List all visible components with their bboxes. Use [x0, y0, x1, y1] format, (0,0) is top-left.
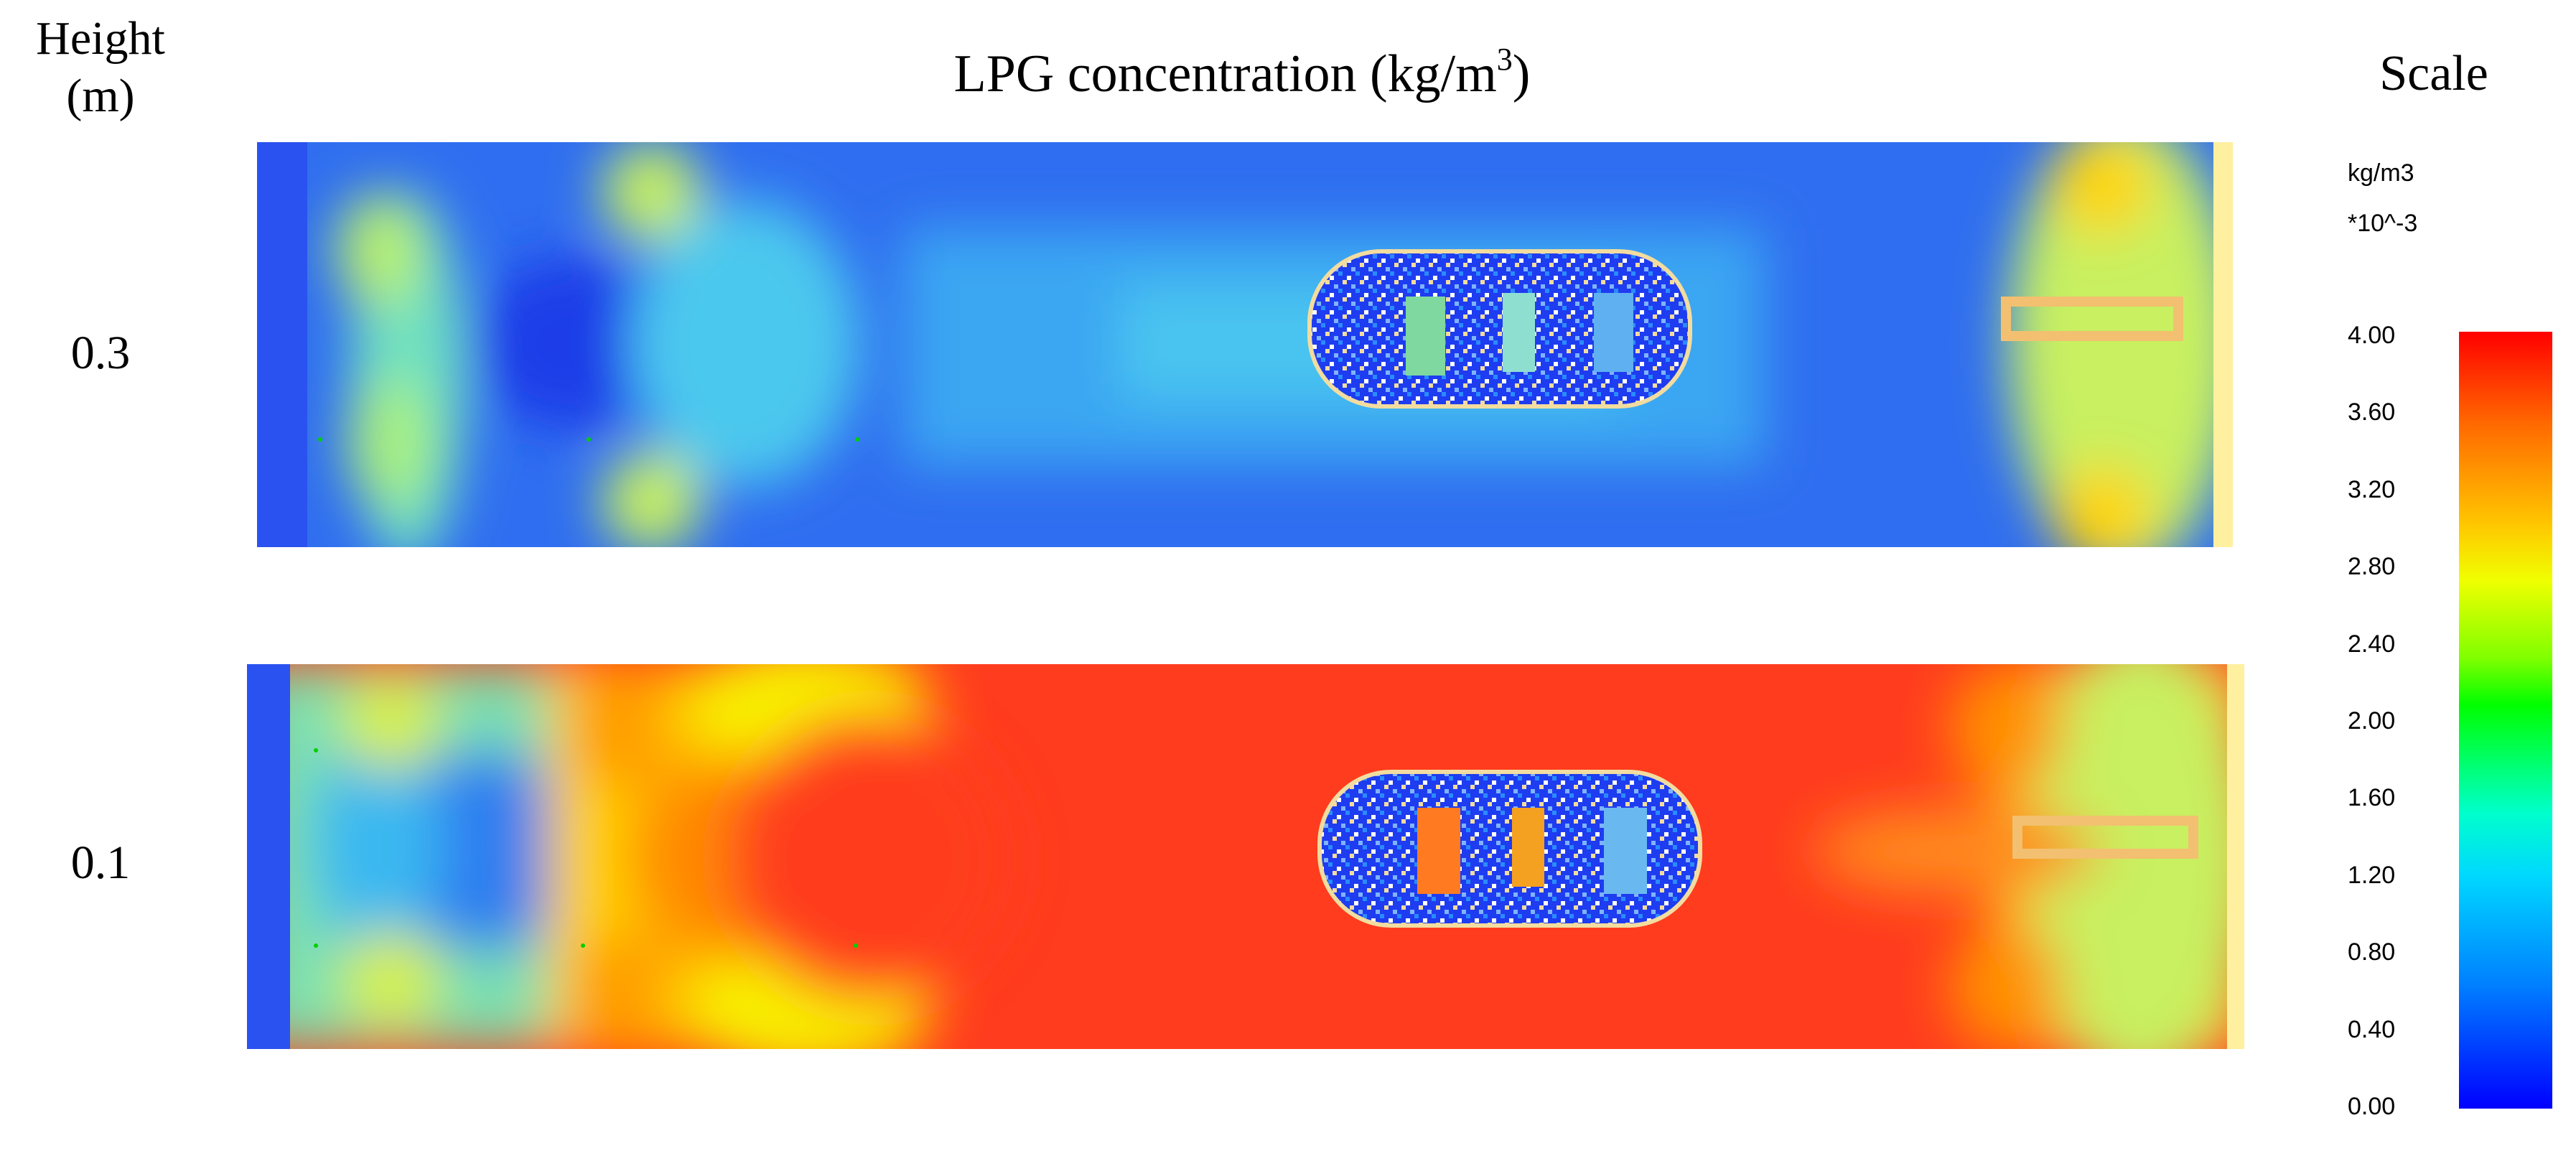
vehicle-window-top-1 [1406, 297, 1445, 376]
heatmap-panel-bottom [247, 664, 2244, 1049]
sensor-marker [855, 437, 859, 442]
colorbar-tick-label: 2.40 [2348, 630, 2396, 658]
sensor-marker [581, 943, 585, 948]
vehicle-window-bottom-1 [1417, 808, 1460, 894]
title-superscript: 3 [1496, 42, 1513, 77]
scale-header: Scale [2379, 46, 2488, 101]
height-axis-header: Height (m) [36, 12, 165, 122]
vent-outlet-top [2001, 297, 2183, 341]
vehicle-window-top-3 [1594, 293, 1633, 372]
vent-outlet-bottom [2012, 816, 2198, 859]
colorbar-multiplier: *10^-3 [2348, 210, 2418, 237]
heatmap-svg-top [257, 142, 2233, 547]
vehicle-window-bottom-3 [1604, 808, 1647, 894]
left-wall-top [257, 142, 307, 547]
colorbar-tick-label: 1.60 [2348, 784, 2396, 812]
sensor-marker [587, 437, 591, 442]
colorbar-tick-label: 0.00 [2348, 1093, 2396, 1120]
colorbar-tick-label: 2.00 [2348, 707, 2396, 735]
colorbar-tick-label: 1.20 [2348, 861, 2396, 889]
sensor-marker [314, 943, 318, 948]
heatmap-svg-bottom [247, 664, 2244, 1049]
vehicle-window-top-2 [1503, 293, 1535, 372]
row-label-top: 0.3 [70, 327, 131, 379]
right-wall-top [2213, 142, 2233, 547]
colorbar-tick-label: 0.80 [2348, 938, 2396, 966]
colorbar-unit: kg/m3 [2348, 159, 2414, 187]
colorbar-tick-label: 3.20 [2348, 475, 2396, 503]
chart-title: LPG concentration (kg/m3) [0, 42, 2484, 106]
row-label-bottom: 0.1 [70, 836, 131, 889]
left-wall-bottom [247, 664, 290, 1049]
colorbar-tick-label: 0.40 [2348, 1015, 2396, 1043]
sensor-marker [314, 748, 318, 752]
sensor-marker [318, 437, 322, 442]
title-close: ) [1512, 45, 1531, 103]
concentration-field-bottom [247, 664, 2244, 1049]
vehicle-window-bottom-2 [1512, 808, 1544, 887]
right-wall-bottom [2227, 664, 2244, 1049]
colorbar-tick-label: 4.00 [2348, 322, 2396, 349]
heatmap-panel-top [257, 142, 2233, 547]
sensor-marker [854, 943, 858, 948]
colorbar-tick-label: 2.80 [2348, 553, 2396, 581]
colorbar-tick-label: 3.60 [2348, 398, 2396, 426]
colorbar [2459, 332, 2552, 1109]
title-main: LPG concentration (kg/m [953, 45, 1497, 103]
